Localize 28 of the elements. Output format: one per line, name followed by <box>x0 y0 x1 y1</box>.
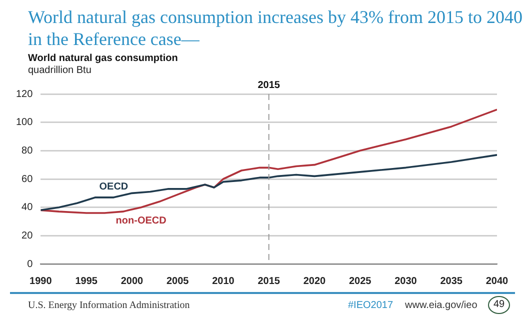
x-tick-label: 2005 <box>166 276 190 287</box>
y-tick-label: 20 <box>22 230 34 242</box>
x-tick-label: 2010 <box>212 276 235 287</box>
y-tick-label: 0 <box>27 258 34 270</box>
x-tick-label: 1990 <box>30 276 52 287</box>
y-tick-label: 60 <box>22 174 34 185</box>
y-tick-label: 40 <box>22 202 34 214</box>
x-tick-label: 1995 <box>75 276 98 287</box>
chart-subtitle: World natural gas consumption <box>28 53 178 64</box>
y-tick-label: 100 <box>16 117 34 128</box>
ref-line-label: 2015 <box>258 80 280 91</box>
text: 49 <box>488 296 510 314</box>
chart-title: World natural gas consumption increases by 43% from 2015 to 2040 in the Reference case— <box>28 6 523 50</box>
x-tick-label: 2020 <box>303 276 326 287</box>
y-axis-title: quadrillion Btu <box>28 65 92 76</box>
x-tick-label: 2015 <box>258 276 280 287</box>
x-tick-label: 2025 <box>348 276 372 287</box>
series-label: non-OECD <box>116 215 166 226</box>
text: www.eia.gov/ieo <box>405 300 478 311</box>
series-label: OECD <box>99 181 128 192</box>
x-tick-label: 2040 <box>486 276 509 287</box>
x-tick-label: 2030 <box>394 276 418 287</box>
y-tick-label: 80 <box>22 145 34 156</box>
text: U.S. Energy Information Administration <box>28 300 190 311</box>
y-tick-label: 120 <box>16 88 34 100</box>
x-tick-label: 2035 <box>440 276 463 287</box>
text: #IEO2017 <box>348 300 394 311</box>
x-tick-label: 2000 <box>120 276 144 287</box>
